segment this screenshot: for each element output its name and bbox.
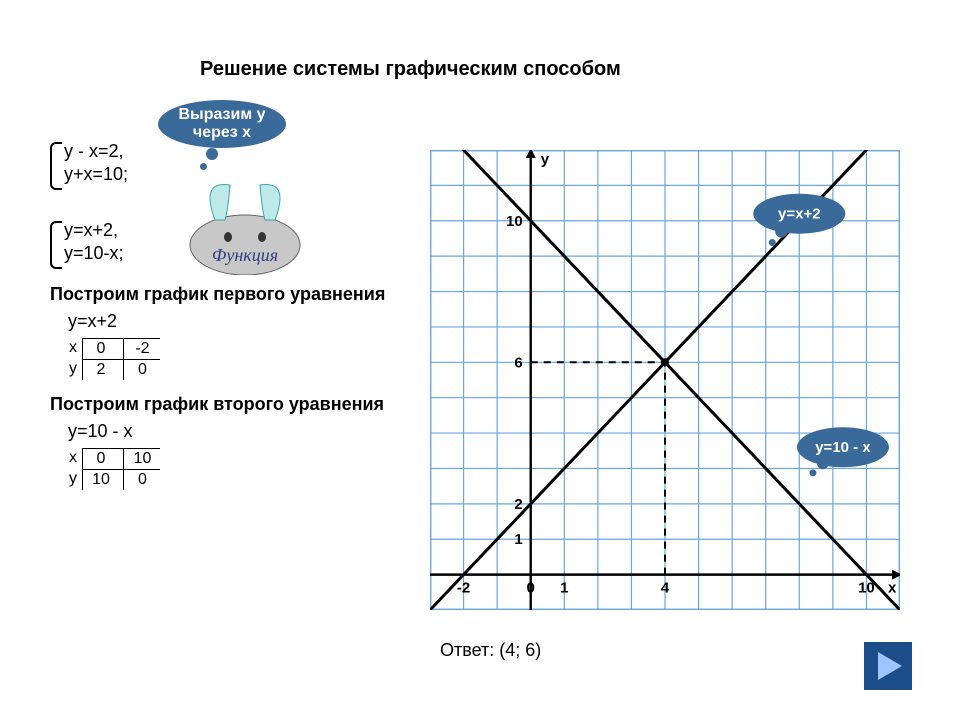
s1-x1: 0	[82, 339, 119, 359]
s1-xlab: x	[64, 339, 82, 357]
answer-text: Ответ: (4; 6)	[440, 640, 541, 661]
svg-text:0: 0	[527, 580, 535, 597]
tb1-l2: через х	[172, 124, 272, 142]
tb1-l1: Выразим у	[172, 106, 272, 124]
step2-eq: y=10 - x	[68, 421, 420, 442]
s2-y1: 10	[82, 470, 119, 490]
svg-text:x: x	[888, 580, 897, 597]
rabbit-character: Функция	[170, 165, 320, 275]
svg-text:1: 1	[560, 580, 568, 597]
chart: -2 0 1 4 10 1 2 6 10 x y y=x+2 y=10 - x	[430, 150, 900, 610]
svg-text:4: 4	[661, 580, 670, 597]
step1-eq: y=x+2	[68, 311, 420, 332]
svg-text:2: 2	[514, 496, 522, 513]
svg-text:y: y	[541, 151, 550, 168]
step2-table: x 0 10 y 10 0	[64, 448, 420, 490]
svg-text:10: 10	[858, 580, 875, 597]
step1-table: x 0 -2 y 2 0	[64, 338, 420, 380]
s2-x2: 10	[123, 449, 160, 469]
thought-bubble-1: Выразим у через х	[158, 100, 286, 148]
s1-y2: 0	[123, 360, 160, 380]
s2-ylab: y	[64, 470, 82, 488]
svg-text:1: 1	[514, 531, 522, 548]
s1-x2: -2	[123, 339, 160, 359]
s2-y2: 0	[123, 470, 160, 490]
svg-text:10: 10	[506, 213, 523, 230]
s2-xlab: x	[64, 449, 82, 467]
step2-heading: Построим график второго уравнения	[50, 394, 420, 415]
svg-text:-2: -2	[457, 580, 470, 597]
next-button[interactable]	[864, 642, 912, 690]
s2-x1: 0	[82, 449, 119, 469]
page-title: Решение системы графическим способом	[200, 58, 621, 81]
svg-text:6: 6	[514, 354, 522, 371]
s1-ylab: y	[64, 360, 82, 378]
cloud-label-2: y=10 - x	[815, 439, 871, 456]
slide: Решение системы графическим способом y -…	[0, 0, 960, 720]
step1-heading: Построим график первого уравнения	[50, 284, 420, 305]
s1-y1: 2	[82, 360, 119, 380]
cloud-label-1: y=x+2	[778, 206, 821, 223]
rabbit-label: Функция	[212, 245, 278, 265]
